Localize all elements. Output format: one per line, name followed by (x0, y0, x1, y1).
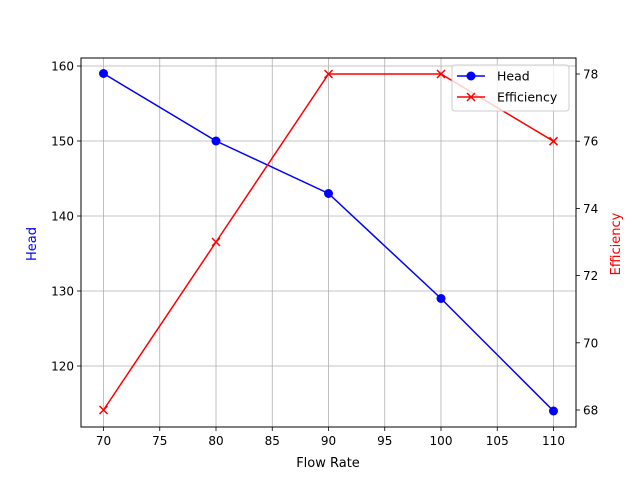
circle-marker-icon (549, 406, 558, 416)
x-tick-label: 110 (542, 434, 565, 448)
x-marker-icon (211, 237, 221, 247)
legend: Head Efficiency (451, 64, 570, 112)
y-tick-label-right: 70 (583, 336, 598, 350)
circle-marker-icon (466, 71, 476, 81)
y-tick-label-left: 120 (51, 360, 74, 374)
x-axis-ticks: 70 75 80 85 90 95 100 105 110 (96, 427, 565, 448)
y-tick-label-right: 74 (583, 202, 598, 216)
circle-marker-icon (99, 69, 108, 78)
x-marker-icon (548, 136, 559, 146)
x-marker-icon (436, 69, 446, 79)
x-tick-label: 105 (486, 434, 509, 448)
y-tick-label-left: 160 (51, 60, 74, 74)
x-tick-label: 75 (152, 434, 167, 448)
y-axis-label-right: Efficiency (609, 212, 624, 275)
x-tick-label: 85 (265, 434, 280, 448)
x-marker-icon (323, 69, 334, 79)
x-tick-label: 100 (430, 434, 453, 448)
legend-item-head: Head (457, 69, 530, 84)
y-tick-label-right: 76 (583, 135, 598, 149)
y-axis-ticks-left: 120 130 140 150 160 (51, 60, 81, 374)
y-tick-label-right: 72 (583, 269, 598, 283)
circle-marker-icon (211, 136, 221, 146)
x-tick-label: 70 (96, 434, 111, 448)
y-tick-label-left: 140 (51, 210, 74, 224)
y-axis-label-left: Head (25, 227, 40, 261)
y-tick-label-left: 130 (51, 285, 74, 299)
x-marker-icon (466, 92, 476, 102)
x-axis-label: Flow Rate (296, 456, 360, 471)
x-tick-label: 95 (377, 434, 392, 448)
circle-marker-icon (436, 294, 446, 303)
y-tick-label-right: 78 (583, 68, 598, 82)
legend-item-efficiency: Efficiency (457, 90, 558, 105)
x-tick-label: 80 (208, 434, 223, 448)
circle-marker-icon (324, 189, 333, 198)
y-tick-label-left: 150 (51, 135, 74, 149)
y-tick-label-right: 68 (583, 404, 598, 418)
legend-label: Efficiency (497, 90, 558, 105)
y-axis-ticks-right: 68 70 72 74 76 78 (576, 68, 598, 418)
legend-label: Head (497, 69, 530, 84)
x-marker-icon (98, 405, 109, 415)
x-tick-label: 90 (321, 434, 336, 448)
